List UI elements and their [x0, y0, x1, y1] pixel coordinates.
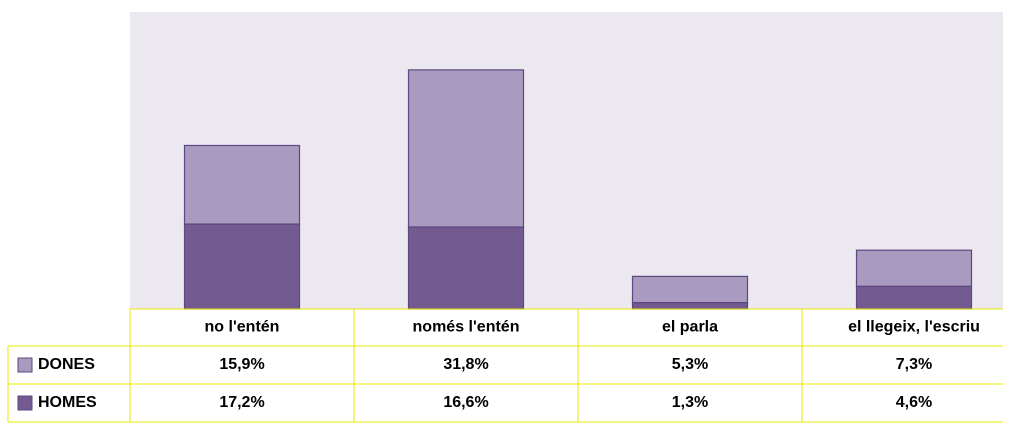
- legend-key: [17, 395, 33, 411]
- legend-label: HOMES: [38, 394, 97, 411]
- legend-key: [17, 357, 33, 373]
- legend-label: DONES: [38, 356, 95, 373]
- category-label: el llegeix, l'escriu: [848, 319, 980, 336]
- bar-segment: [407, 69, 525, 228]
- category-label: el parla: [662, 319, 718, 336]
- data-table-value: 5,3%: [672, 356, 708, 373]
- bar-segment: [407, 226, 525, 310]
- category-label: només l'entén: [413, 319, 520, 336]
- bar-segment: [183, 144, 301, 225]
- data-table-value: 4,6%: [896, 394, 932, 411]
- bar-segment: [855, 285, 973, 310]
- data-table-value: 16,6%: [443, 394, 488, 411]
- bar-segment: [631, 301, 749, 310]
- data-table-value: 7,3%: [896, 356, 932, 373]
- data-table-value: 31,8%: [443, 356, 488, 373]
- bar-segment: [855, 249, 973, 287]
- bar-segment: [183, 223, 301, 310]
- category-label: no l'entén: [205, 319, 280, 336]
- bar-segment: [631, 275, 749, 304]
- data-table-value: 17,2%: [219, 394, 264, 411]
- data-table-value: 1,3%: [672, 394, 708, 411]
- data-table-value: 15,9%: [219, 356, 264, 373]
